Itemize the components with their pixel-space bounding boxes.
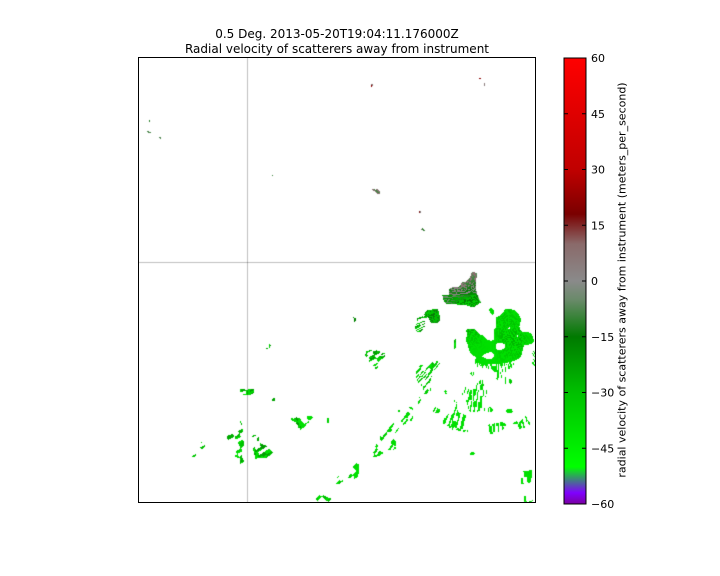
colorbar-tick-label: 30 bbox=[591, 164, 605, 177]
colorbar-tick-label: 60 bbox=[591, 52, 605, 65]
colorbar-tick-label: 0 bbox=[591, 275, 598, 288]
colorbar-tick-label: 15 bbox=[591, 219, 605, 232]
colorbar-tick-label: −60 bbox=[591, 498, 614, 511]
chart-title-line-2: Radial velocity of scatterers away from … bbox=[184, 42, 490, 56]
colorbar-tick-label: 45 bbox=[591, 108, 605, 121]
chart-title-line-1: 0.5 Deg. 2013-05-20T19:04:11.176000Z bbox=[215, 27, 459, 41]
colorbar: 60 45 30 15 0 −15 −30 −45 −60 bbox=[563, 52, 614, 511]
radar-ppi-plot bbox=[138, 57, 536, 503]
colorbar-tick-label: −15 bbox=[591, 331, 614, 344]
colorbar-tick-label: −45 bbox=[591, 442, 614, 455]
colorbar-tick-label: −30 bbox=[591, 387, 614, 400]
colorbar-label: radial velocity of scatterers away from … bbox=[615, 82, 629, 478]
radial-velocity-field bbox=[139, 58, 535, 502]
colorbar-ticks: 60 45 30 15 0 −15 −30 −45 −60 bbox=[564, 52, 614, 511]
